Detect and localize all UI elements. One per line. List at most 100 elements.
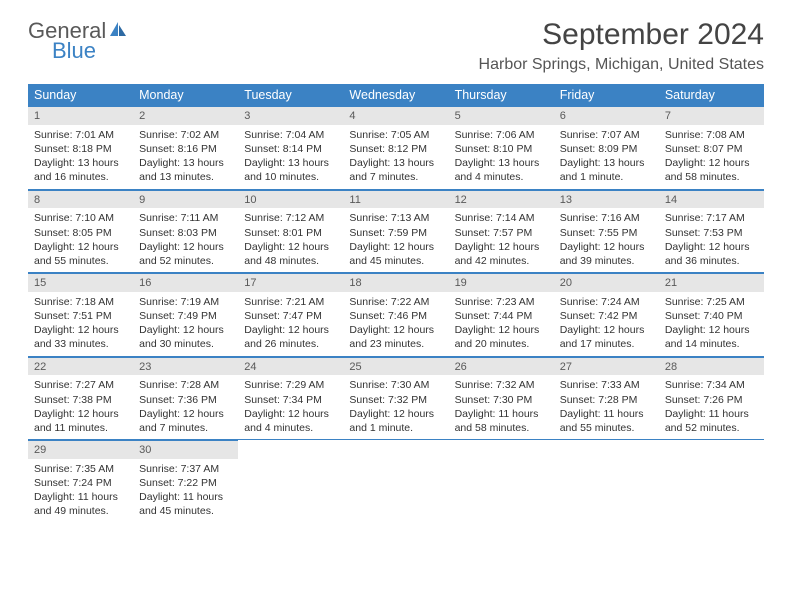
daylight-text-1: Daylight: 13 hours [455, 156, 548, 170]
daylight-text-2: and 20 minutes. [455, 337, 548, 351]
calendar-week: 29Sunrise: 7:35 AMSunset: 7:24 PMDayligh… [28, 440, 764, 523]
day-number-bar: 27 [554, 357, 659, 376]
daylight-text-1: Daylight: 12 hours [665, 240, 758, 254]
day-number: 15 [34, 277, 46, 289]
day-body: Sunrise: 7:19 AMSunset: 7:49 PMDaylight:… [133, 292, 238, 356]
calendar-day: 14Sunrise: 7:17 AMSunset: 7:53 PMDayligh… [659, 190, 764, 273]
day-body: Sunrise: 7:12 AMSunset: 8:01 PMDaylight:… [238, 208, 343, 272]
daylight-text-2: and 11 minutes. [34, 421, 127, 435]
sunrise-text: Sunrise: 7:23 AM [455, 295, 548, 309]
day-number-bar: 26 [449, 357, 554, 376]
sunrise-text: Sunrise: 7:25 AM [665, 295, 758, 309]
logo: General Blue [28, 18, 128, 62]
daylight-text-1: Daylight: 11 hours [560, 407, 653, 421]
calendar-day: 8Sunrise: 7:10 AMSunset: 8:05 PMDaylight… [28, 190, 133, 273]
sunset-text: Sunset: 7:40 PM [665, 309, 758, 323]
daylight-text-2: and 7 minutes. [139, 421, 232, 435]
day-number: 2 [139, 110, 145, 122]
daylight-text-1: Daylight: 12 hours [665, 156, 758, 170]
day-body: Sunrise: 7:05 AMSunset: 8:12 PMDaylight:… [343, 125, 448, 189]
day-body: Sunrise: 7:28 AMSunset: 7:36 PMDaylight:… [133, 375, 238, 439]
day-number: 5 [455, 110, 461, 122]
day-number-bar: 6 [554, 106, 659, 125]
day-body: Sunrise: 7:23 AMSunset: 7:44 PMDaylight:… [449, 292, 554, 356]
daylight-text-2: and 16 minutes. [34, 170, 127, 184]
day-number: 6 [560, 110, 566, 122]
calendar-day: 25Sunrise: 7:30 AMSunset: 7:32 PMDayligh… [343, 357, 448, 440]
day-number-bar: 19 [449, 273, 554, 292]
daylight-text-1: Daylight: 11 hours [34, 490, 127, 504]
daylight-text-2: and 48 minutes. [244, 254, 337, 268]
day-number: 16 [139, 277, 151, 289]
day-number-bar: 4 [343, 106, 448, 125]
daylight-text-1: Daylight: 12 hours [349, 323, 442, 337]
location: Harbor Springs, Michigan, United States [479, 56, 764, 74]
daylight-text-2: and 49 minutes. [34, 504, 127, 518]
sunrise-text: Sunrise: 7:12 AM [244, 211, 337, 225]
calendar-day: 20Sunrise: 7:24 AMSunset: 7:42 PMDayligh… [554, 273, 659, 356]
daylight-text-2: and 55 minutes. [34, 254, 127, 268]
daylight-text-2: and 1 minute. [349, 421, 442, 435]
calendar-day: 23Sunrise: 7:28 AMSunset: 7:36 PMDayligh… [133, 357, 238, 440]
day-body: Sunrise: 7:22 AMSunset: 7:46 PMDaylight:… [343, 292, 448, 356]
sunrise-text: Sunrise: 7:30 AM [349, 378, 442, 392]
calendar-day: 18Sunrise: 7:22 AMSunset: 7:46 PMDayligh… [343, 273, 448, 356]
sunrise-text: Sunrise: 7:13 AM [349, 211, 442, 225]
daylight-text-1: Daylight: 13 hours [244, 156, 337, 170]
daylight-text-1: Daylight: 12 hours [349, 240, 442, 254]
daylight-text-1: Daylight: 11 hours [665, 407, 758, 421]
weekday-header: Thursday [449, 84, 554, 106]
sunset-text: Sunset: 8:01 PM [244, 226, 337, 240]
calendar-day: 3 Sunrise: 7:04 AMSunset: 8:14 PMDaylight… [238, 106, 343, 189]
daylight-text-1: Daylight: 12 hours [455, 323, 548, 337]
day-number-bar: 16 [133, 273, 238, 292]
daylight-text-1: Daylight: 13 hours [34, 156, 127, 170]
day-number: 8 [34, 194, 40, 206]
calendar-day: 28Sunrise: 7:34 AMSunset: 7:26 PMDayligh… [659, 357, 764, 440]
daylight-text-2: and 4 minutes. [244, 421, 337, 435]
daylight-text-2: and 45 minutes. [139, 504, 232, 518]
day-number-bar: 15 [28, 273, 133, 292]
page-title: September 2024 [479, 18, 764, 52]
day-number-bar: 13 [554, 190, 659, 209]
daylight-text-1: Daylight: 12 hours [244, 407, 337, 421]
day-number: 10 [244, 194, 256, 206]
sunset-text: Sunset: 8:07 PM [665, 142, 758, 156]
day-number-bar: 8 [28, 190, 133, 209]
day-body: Sunrise: 7:02 AMSunset: 8:16 PMDaylight:… [133, 125, 238, 189]
calendar-day: 1Sunrise: 7:01 AMSunset: 8:18 PMDaylight… [28, 106, 133, 189]
day-number: 3 [244, 110, 250, 122]
calendar-day: 21 Sunrise: 7:25 AMSunset: 7:40 PMDayligh… [659, 273, 764, 356]
calendar-day: 4Sunrise: 7:05 AMSunset: 8:12 PMDaylight… [343, 106, 448, 189]
calendar-week: 22Sunrise: 7:27 AMSunset: 7:38 PMDayligh… [28, 357, 764, 441]
sunrise-text: Sunrise: 7:14 AM [455, 211, 548, 225]
day-number: 21 [665, 277, 677, 289]
sunrise-text: Sunrise: 7:33 AM [560, 378, 653, 392]
day-body: Sunrise: 7:35 AMSunset: 7:24 PMDaylight:… [28, 459, 133, 523]
daylight-text-1: Daylight: 12 hours [665, 323, 758, 337]
day-number: 9 [139, 194, 145, 206]
title-block: September 2024 Harbor Springs, Michigan,… [479, 18, 764, 74]
day-number-bar: 5 [449, 106, 554, 125]
day-number: 19 [455, 277, 467, 289]
sunset-text: Sunset: 7:28 PM [560, 393, 653, 407]
day-number-bar: 14 [659, 190, 764, 209]
calendar-week: 8Sunrise: 7:10 AMSunset: 8:05 PMDaylight… [28, 190, 764, 274]
logo-text-bottom: Blue [52, 40, 128, 62]
day-number: 20 [560, 277, 572, 289]
calendar-day: 26Sunrise: 7:32 AMSunset: 7:30 PMDayligh… [449, 357, 554, 440]
daylight-text-2: and 26 minutes. [244, 337, 337, 351]
day-body: Sunrise: 7:30 AMSunset: 7:32 PMDaylight:… [343, 375, 448, 439]
day-number-bar: 7 [659, 106, 764, 125]
day-number: 24 [244, 361, 256, 373]
calendar-day: 19 Sunrise: 7:23 AMSunset: 7:44 PMDayligh… [449, 273, 554, 356]
daylight-text-1: Daylight: 12 hours [244, 323, 337, 337]
calendar-day: 27 Sunrise: 7:33 AMSunset: 7:28 PMDayligh… [554, 357, 659, 440]
day-number: 27 [560, 361, 572, 373]
day-body: Sunrise: 7:08 AMSunset: 8:07 PMDaylight:… [659, 125, 764, 189]
day-body: Sunrise: 7:04 AMSunset: 8:14 PMDaylight:… [238, 125, 343, 189]
daylight-text-2: and 4 minutes. [455, 170, 548, 184]
day-body: Sunrise: 7:13 AMSunset: 7:59 PMDaylight:… [343, 208, 448, 272]
daylight-text-2: and 23 minutes. [349, 337, 442, 351]
day-number: 26 [455, 361, 467, 373]
